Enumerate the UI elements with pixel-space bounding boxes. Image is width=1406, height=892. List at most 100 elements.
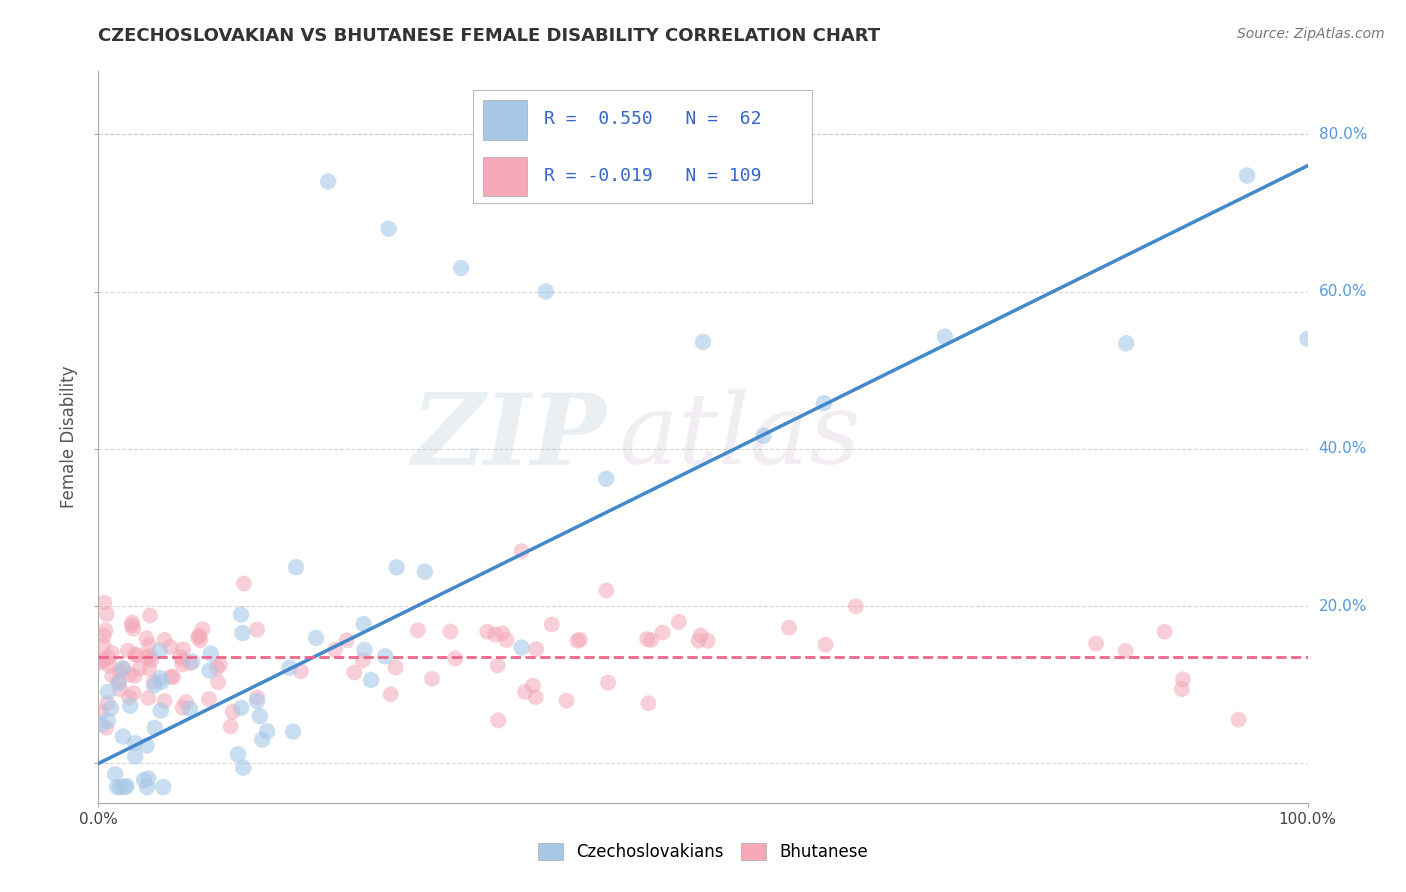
- Point: [413, 565, 436, 579]
- Text: ZIP: ZIP: [412, 389, 606, 485]
- Point: [696, 633, 718, 648]
- Point: [174, 695, 197, 709]
- Point: [139, 648, 162, 663]
- Text: 80.0%: 80.0%: [1319, 127, 1367, 142]
- Point: [159, 640, 181, 654]
- Point: [246, 623, 269, 637]
- Point: [232, 761, 254, 775]
- Point: [221, 705, 243, 719]
- Point: [142, 675, 165, 690]
- Point: [96, 696, 118, 710]
- Text: atlas: atlas: [619, 390, 860, 484]
- Point: [567, 633, 589, 648]
- Point: [104, 767, 127, 781]
- Point: [568, 632, 591, 647]
- Point: [118, 667, 141, 681]
- Point: [111, 730, 134, 744]
- Point: [813, 396, 835, 410]
- Point: [97, 685, 120, 699]
- Point: [105, 780, 128, 794]
- Y-axis label: Female Disability: Female Disability: [60, 366, 79, 508]
- Point: [98, 650, 121, 665]
- Point: [246, 694, 269, 708]
- Point: [149, 671, 172, 685]
- Point: [232, 576, 254, 591]
- Point: [231, 626, 253, 640]
- Point: [231, 700, 253, 714]
- Point: [111, 662, 134, 676]
- Point: [200, 647, 222, 661]
- Point: [352, 653, 374, 667]
- Point: [540, 617, 562, 632]
- Point: [524, 690, 547, 705]
- Point: [281, 724, 304, 739]
- Point: [122, 622, 145, 636]
- Point: [495, 633, 517, 648]
- Point: [374, 649, 396, 664]
- Point: [636, 632, 658, 646]
- Point: [110, 682, 132, 697]
- Point: [689, 628, 711, 642]
- Point: [138, 690, 160, 705]
- Point: [179, 702, 201, 716]
- Point: [191, 622, 214, 636]
- Point: [124, 669, 146, 683]
- Point: [343, 665, 366, 680]
- Point: [290, 665, 312, 679]
- Point: [316, 174, 339, 188]
- Point: [136, 780, 159, 794]
- Point: [1115, 644, 1137, 658]
- Point: [120, 698, 142, 713]
- Point: [143, 678, 166, 692]
- Point: [121, 615, 143, 630]
- Point: [380, 687, 402, 701]
- Point: [136, 772, 159, 786]
- Point: [94, 624, 117, 638]
- Point: [1153, 624, 1175, 639]
- Point: [143, 721, 166, 735]
- Point: [778, 621, 800, 635]
- Point: [524, 642, 547, 657]
- Point: [190, 633, 212, 648]
- Point: [153, 632, 176, 647]
- Point: [181, 655, 204, 669]
- Point: [124, 736, 146, 750]
- Point: [149, 644, 172, 658]
- Point: [205, 660, 228, 674]
- Point: [93, 628, 115, 642]
- Point: [595, 472, 617, 486]
- Point: [668, 615, 690, 629]
- Point: [256, 724, 278, 739]
- Point: [278, 660, 301, 674]
- Point: [385, 560, 408, 574]
- Point: [1171, 673, 1194, 687]
- Point: [477, 624, 499, 639]
- Point: [89, 656, 111, 670]
- Point: [845, 599, 868, 614]
- Point: [207, 675, 229, 690]
- Point: [491, 626, 513, 640]
- Point: [219, 719, 242, 733]
- Point: [555, 693, 578, 707]
- Point: [107, 676, 129, 690]
- Point: [172, 700, 194, 714]
- Point: [153, 694, 176, 708]
- Point: [93, 638, 115, 652]
- Point: [90, 705, 112, 719]
- Text: 40.0%: 40.0%: [1319, 442, 1367, 457]
- Point: [534, 285, 557, 299]
- Point: [93, 651, 115, 665]
- Point: [692, 334, 714, 349]
- Point: [510, 544, 533, 558]
- Point: [353, 616, 375, 631]
- Text: 20.0%: 20.0%: [1319, 599, 1367, 614]
- Point: [450, 260, 472, 275]
- Point: [101, 646, 124, 660]
- Legend: Czechoslovakians, Bhutanese: Czechoslovakians, Bhutanese: [531, 836, 875, 868]
- Point: [121, 618, 143, 632]
- Point: [98, 658, 121, 673]
- Point: [484, 627, 506, 641]
- Text: 60.0%: 60.0%: [1319, 284, 1367, 299]
- Point: [93, 654, 115, 668]
- Point: [353, 643, 375, 657]
